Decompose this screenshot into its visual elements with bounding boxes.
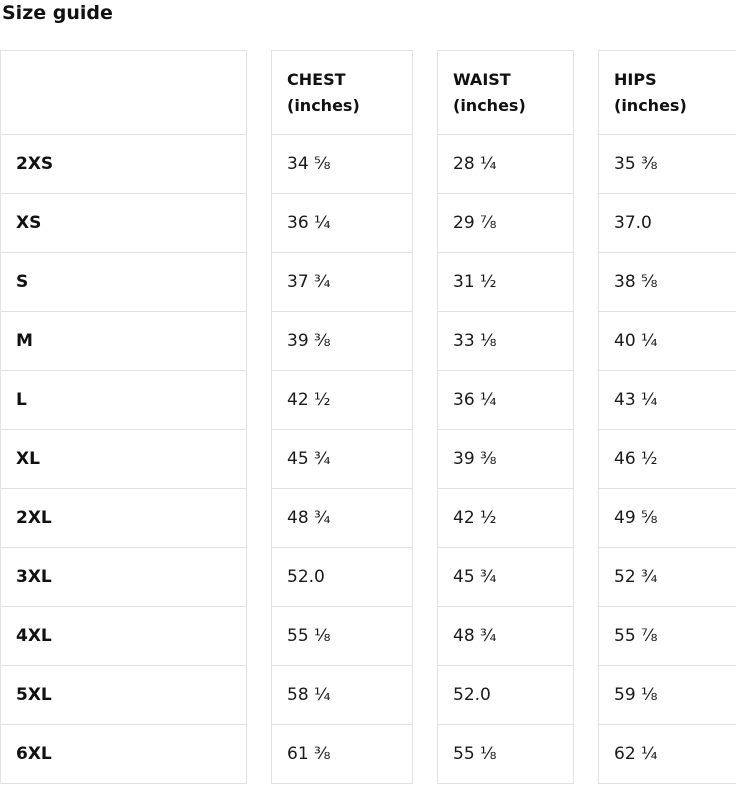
size-label: 6XL [0, 725, 247, 784]
waist-value: 42 ½ [437, 489, 574, 548]
waist-value: 39 ⅜ [437, 430, 574, 489]
hips-value: 62 ¼ [598, 725, 736, 784]
size-label: 2XS [0, 135, 247, 194]
page-title: Size guide [2, 2, 113, 24]
hips-value: 49 ⅝ [598, 489, 736, 548]
size-guide-table: CHEST (inches) WAIST (inches) HIPS (inch… [0, 50, 736, 784]
chest-value: 48 ¾ [271, 489, 413, 548]
waist-value: 28 ¼ [437, 135, 574, 194]
size-label: M [0, 312, 247, 371]
header-cell-hips: HIPS (inches) [598, 50, 736, 135]
size-label: L [0, 371, 247, 430]
chest-value: 45 ¾ [271, 430, 413, 489]
hips-value: 35 ⅜ [598, 135, 736, 194]
chest-value: 36 ¼ [271, 194, 413, 253]
waist-value: 33 ⅛ [437, 312, 574, 371]
chest-value: 37 ¾ [271, 253, 413, 312]
waist-value: 55 ⅛ [437, 725, 574, 784]
size-label: S [0, 253, 247, 312]
size-label: XS [0, 194, 247, 253]
waist-value: 52.0 [437, 666, 574, 725]
hips-value: 59 ⅛ [598, 666, 736, 725]
hips-value: 38 ⅝ [598, 253, 736, 312]
waist-value: 31 ½ [437, 253, 574, 312]
chest-value: 42 ½ [271, 371, 413, 430]
header-cell-chest: CHEST (inches) [271, 50, 413, 135]
waist-value: 36 ¼ [437, 371, 574, 430]
size-label: 2XL [0, 489, 247, 548]
chest-value: 55 ⅛ [271, 607, 413, 666]
waist-value: 29 ⅞ [437, 194, 574, 253]
size-label: 4XL [0, 607, 247, 666]
header-cell-empty [0, 50, 247, 135]
hips-value: 52 ¾ [598, 548, 736, 607]
chest-value: 39 ⅜ [271, 312, 413, 371]
chest-value: 61 ⅜ [271, 725, 413, 784]
waist-value: 45 ¾ [437, 548, 574, 607]
hips-value: 43 ¼ [598, 371, 736, 430]
chest-value: 58 ¼ [271, 666, 413, 725]
size-label: XL [0, 430, 247, 489]
chest-value: 34 ⅝ [271, 135, 413, 194]
size-label: 3XL [0, 548, 247, 607]
waist-value: 48 ¾ [437, 607, 574, 666]
hips-value: 55 ⅞ [598, 607, 736, 666]
chest-value: 52.0 [271, 548, 413, 607]
header-cell-waist: WAIST (inches) [437, 50, 574, 135]
size-label: 5XL [0, 666, 247, 725]
hips-value: 40 ¼ [598, 312, 736, 371]
hips-value: 37.0 [598, 194, 736, 253]
hips-value: 46 ½ [598, 430, 736, 489]
